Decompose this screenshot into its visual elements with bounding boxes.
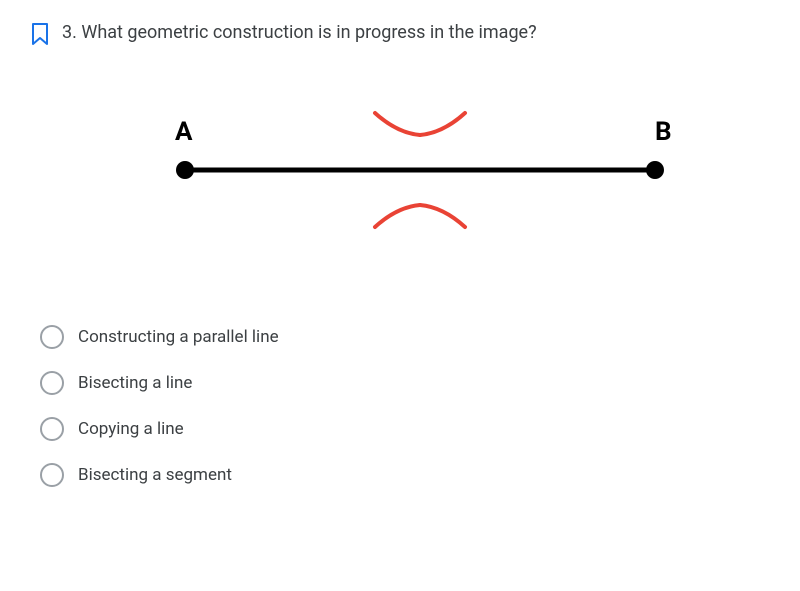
option-label: Constructing a parallel line — [78, 327, 279, 347]
radio-icon — [40, 325, 64, 349]
geometry-diagram: A B — [100, 85, 700, 265]
option-label: Bisecting a line — [78, 373, 192, 393]
option-label: Bisecting a segment — [78, 465, 232, 485]
point-a-label: A — [175, 117, 193, 147]
diagram-container: A B — [30, 85, 770, 265]
radio-icon — [40, 371, 64, 395]
option-label: Copying a line — [78, 419, 184, 439]
point-b-label: B — [655, 117, 672, 147]
arc-bottom-left — [375, 205, 420, 227]
arc-bottom-right — [420, 205, 465, 227]
question-number: 3. — [62, 22, 77, 43]
question-text: 3. What geometric construction is in pro… — [62, 20, 537, 45]
arc-top-right — [420, 113, 465, 135]
point-b — [646, 161, 664, 179]
option-copying-line[interactable]: Copying a line — [40, 417, 770, 441]
point-a — [176, 161, 194, 179]
options-container: Constructing a parallel line Bisecting a… — [30, 325, 770, 487]
bookmark-icon[interactable] — [30, 22, 50, 50]
question-body: What geometric construction is in progre… — [81, 22, 536, 43]
radio-icon — [40, 417, 64, 441]
radio-icon — [40, 463, 64, 487]
question-header: 3. What geometric construction is in pro… — [30, 20, 770, 50]
option-bisecting-segment[interactable]: Bisecting a segment — [40, 463, 770, 487]
option-parallel-line[interactable]: Constructing a parallel line — [40, 325, 770, 349]
arc-top-left — [375, 113, 420, 135]
option-bisecting-line[interactable]: Bisecting a line — [40, 371, 770, 395]
